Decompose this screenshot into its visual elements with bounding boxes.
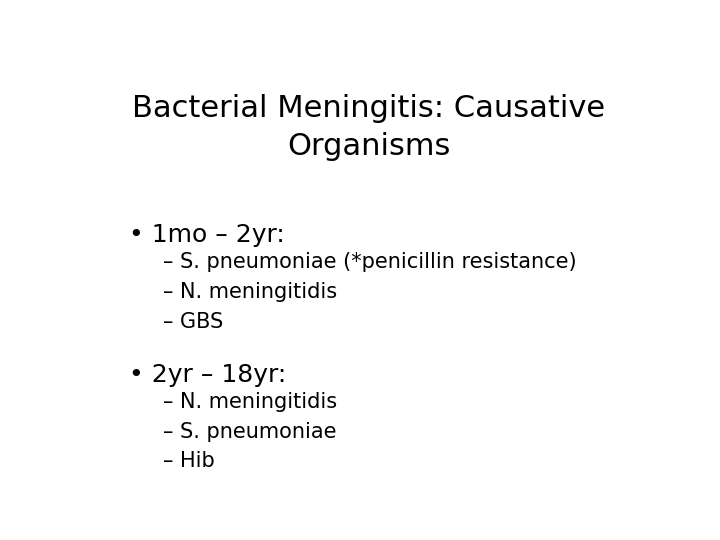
Text: – Hib: – Hib [163,451,215,471]
Text: • 1mo – 2yr:: • 1mo – 2yr: [129,223,285,247]
Text: – S. pneumoniae: – S. pneumoniae [163,422,336,442]
Text: Bacterial Meningitis: Causative
Organisms: Bacterial Meningitis: Causative Organism… [132,94,606,161]
Text: – S. pneumoniae (*penicillin resistance): – S. pneumoniae (*penicillin resistance) [163,252,576,272]
Text: • 2yr – 18yr:: • 2yr – 18yr: [129,362,287,387]
Text: – N. meningitidis: – N. meningitidis [163,392,337,411]
Text: – GBS: – GBS [163,312,222,332]
Text: – N. meningitidis: – N. meningitidis [163,282,337,302]
